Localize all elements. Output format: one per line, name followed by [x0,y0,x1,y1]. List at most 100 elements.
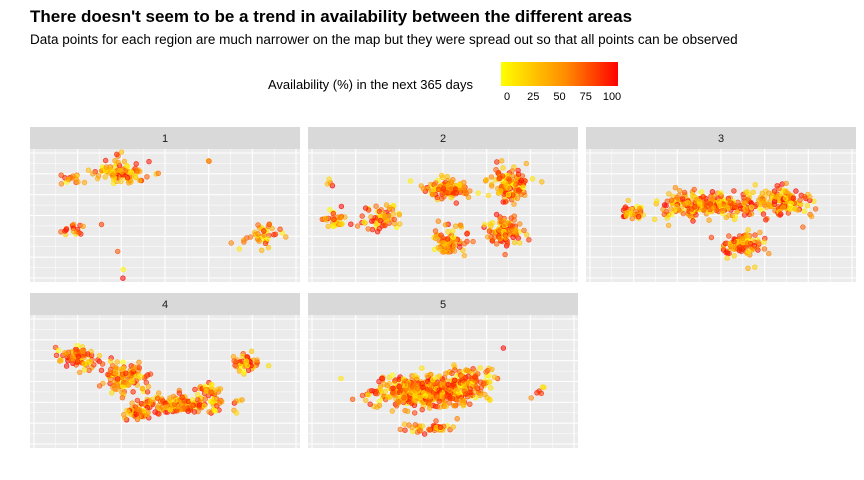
data-point [96,352,103,359]
data-point [489,238,495,244]
data-point [778,211,784,217]
data-point [239,397,245,403]
data-point [63,363,70,369]
data-point [726,198,732,204]
facet-strip-label: 3 [718,133,724,145]
data-point [208,382,215,388]
data-point [120,266,127,273]
data-point [137,408,143,415]
data-point [467,386,473,392]
data-point [401,421,408,427]
data-point [497,175,503,182]
data-point [397,221,403,227]
data-point [782,195,789,202]
data-point [432,228,439,234]
data-point [439,196,445,202]
data-point [732,202,739,209]
data-point [744,233,750,239]
data-point [483,369,489,375]
data-point [528,395,534,401]
data-point [98,221,105,228]
data-point [717,202,723,208]
facet-strip-label: 1 [162,133,168,145]
data-point [457,222,463,228]
data-point [94,175,101,182]
data-point [472,368,478,375]
data-point [668,206,674,212]
data-point [451,362,457,368]
data-point [408,390,414,396]
data-point [453,200,459,206]
data-point [790,195,797,201]
data-point [757,198,763,204]
data-point [745,265,751,271]
data-point [112,364,119,371]
data-point [720,247,727,253]
data-point [723,214,729,221]
facet-strip-label: 5 [440,299,446,311]
data-point [65,176,71,183]
data-point [434,393,440,399]
data-point [512,228,519,235]
data-point [514,195,521,202]
data-point [425,398,431,404]
data-point [427,387,433,393]
data-point [120,359,126,365]
data-point [540,384,546,390]
data-point [422,393,428,399]
data-point [233,410,240,416]
data-point [664,215,670,221]
chart-subtitle: Data points for each region are much nar… [30,32,738,47]
data-point [70,228,77,235]
data-point [503,180,509,186]
data-point [523,160,529,167]
data-point [511,213,517,219]
data-point [470,238,476,245]
data-point [731,246,737,252]
data-point [411,402,418,408]
data-point [428,381,434,387]
data-point [731,253,737,259]
data-point [102,174,108,180]
data-point [457,244,463,250]
data-point [55,347,62,353]
data-point [382,388,389,395]
data-point [502,218,508,224]
data-point [526,237,532,243]
data-point [793,188,799,194]
data-point [500,199,506,205]
data-point [511,201,517,207]
data-point [487,379,493,385]
data-point [190,397,196,403]
data-point [196,402,203,408]
data-point [369,218,375,224]
data-point [485,192,492,199]
data-point [755,239,762,245]
data-point [451,248,458,254]
data-point [75,353,81,360]
data-point [661,202,668,208]
data-point [487,221,493,227]
data-point [452,403,458,409]
data-point [752,232,758,238]
data-point [452,223,459,229]
data-point [76,369,83,376]
data-point [115,159,121,166]
data-point [447,387,453,394]
data-point [708,234,715,241]
data-point [724,250,731,256]
data-point [680,210,686,217]
data-point [377,217,383,224]
data-point [740,235,746,242]
legend-tick-label: 100 [602,91,622,103]
data-point [707,201,714,207]
data-point [248,348,255,354]
data-point [138,373,144,380]
legend-ticks [506,86,613,90]
data-point [676,188,683,194]
data-point [502,251,508,258]
data-point [812,206,819,212]
data-point [155,170,162,177]
data-point [133,161,139,167]
data-point [732,213,739,220]
